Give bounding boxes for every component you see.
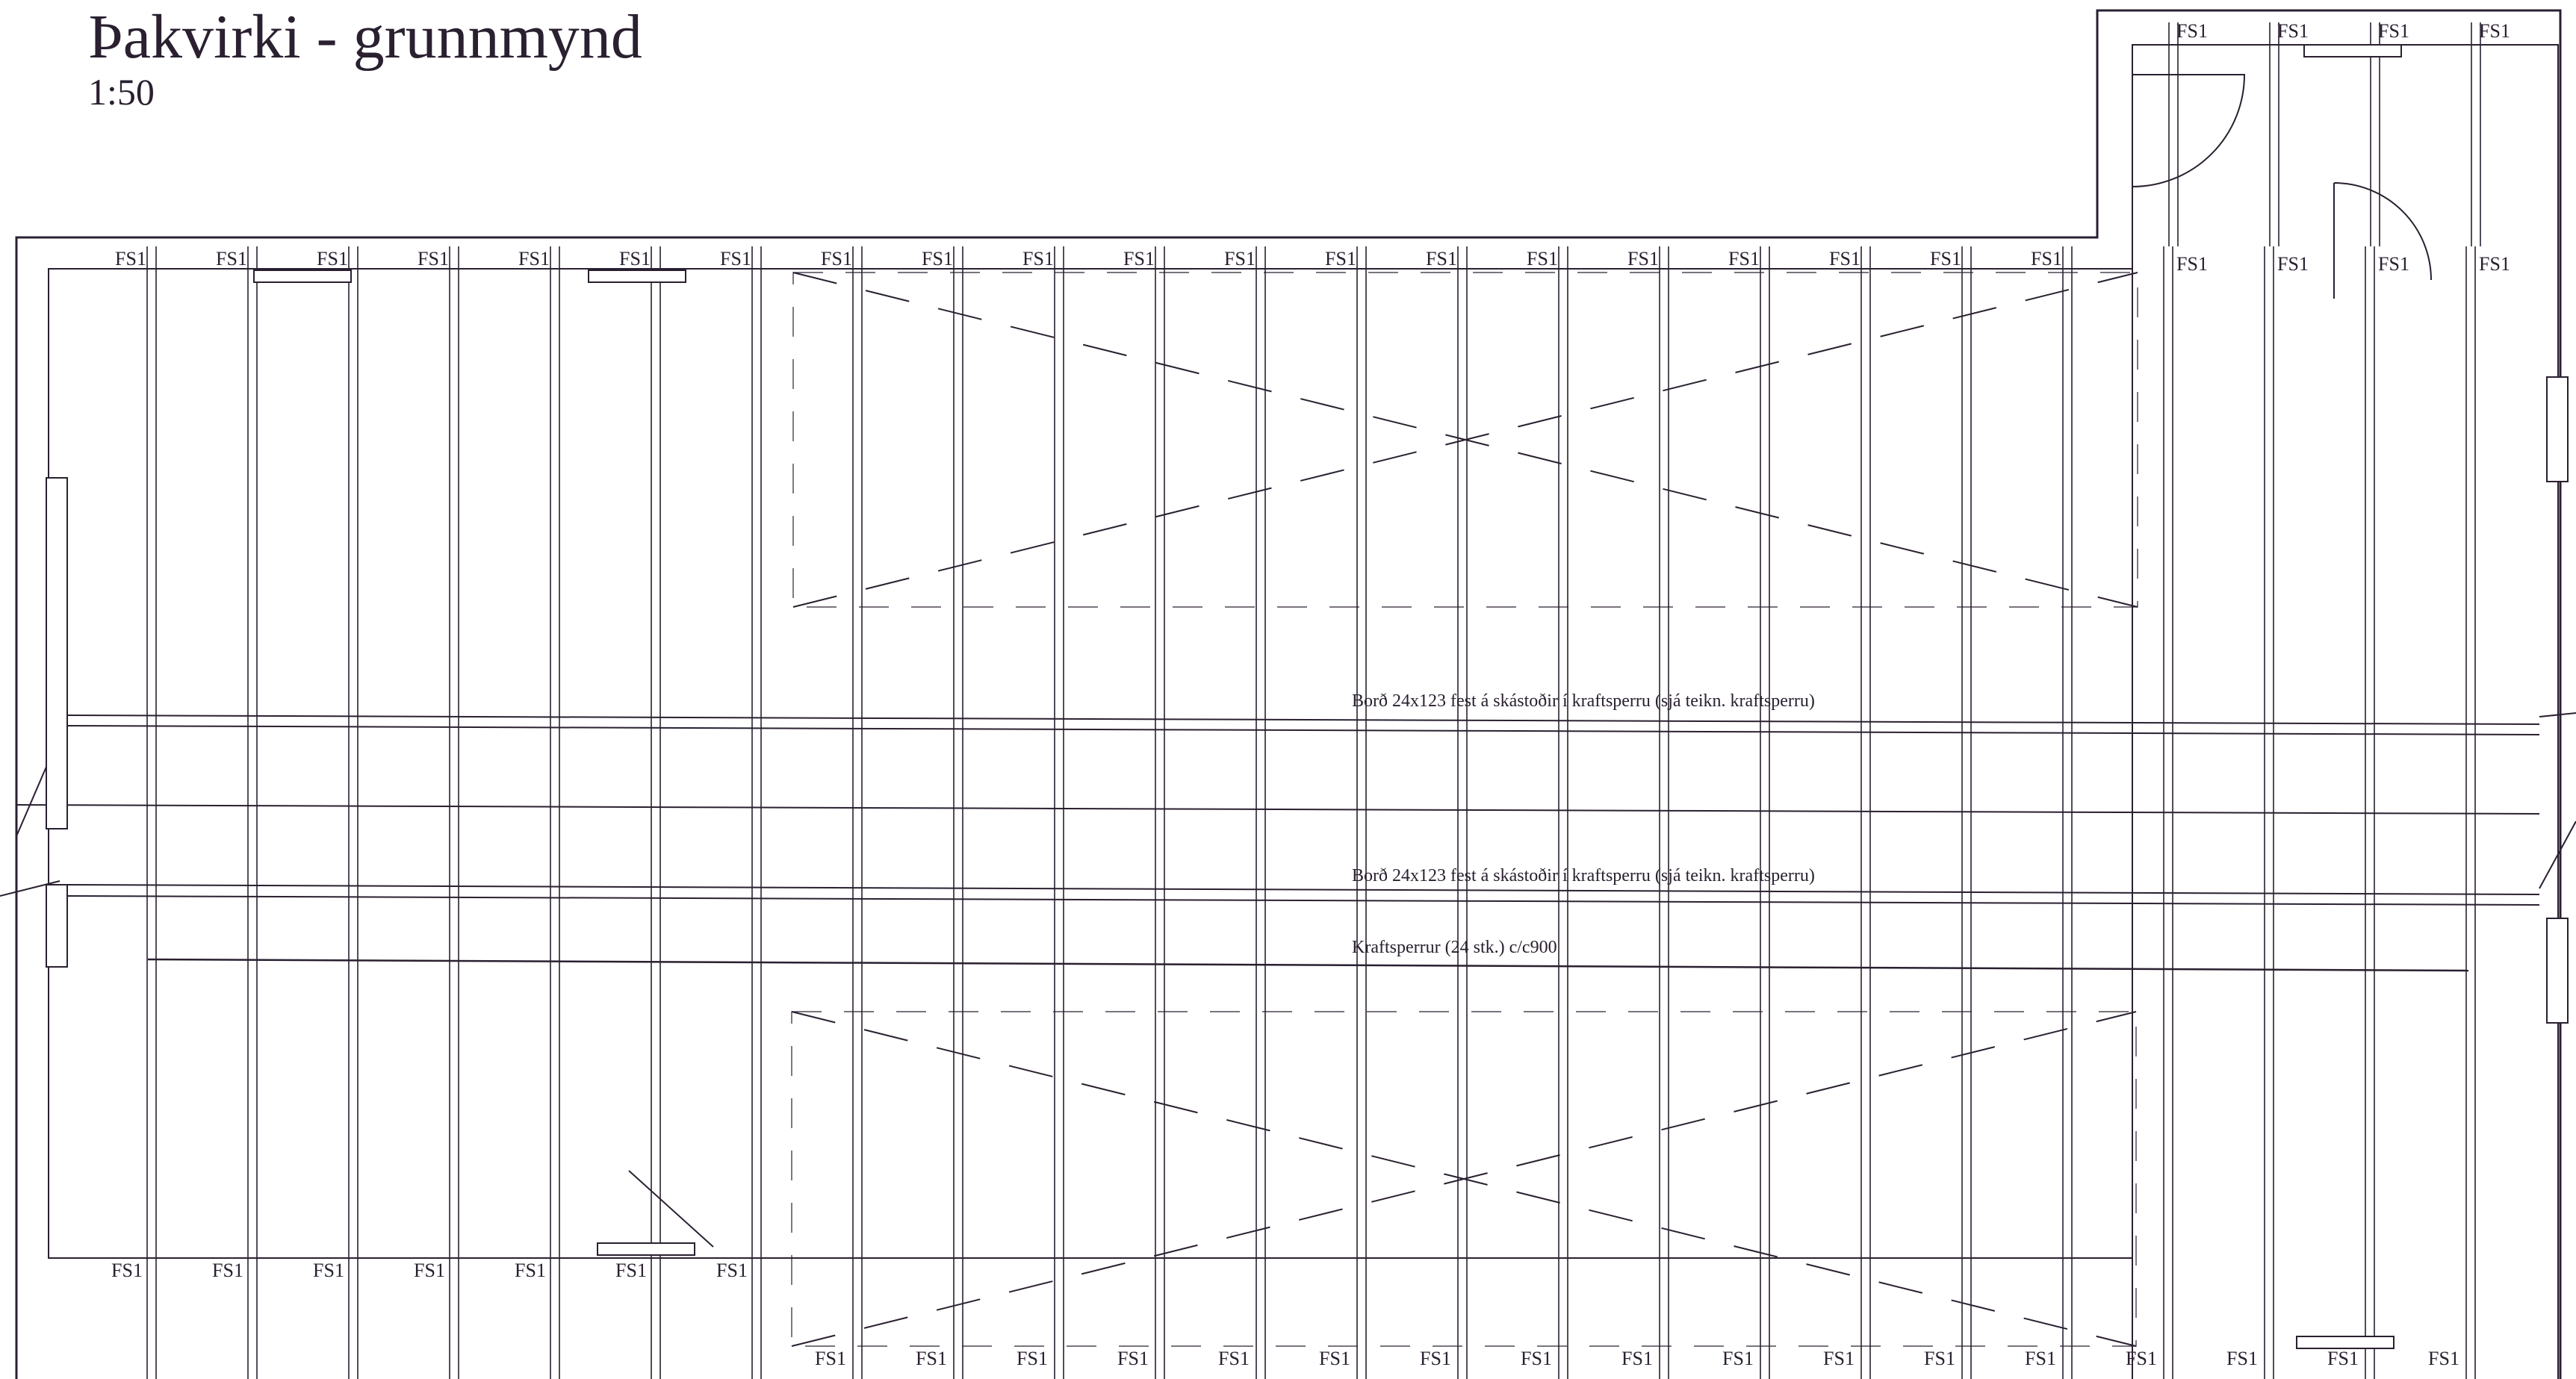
fs1-label: FS1 [515, 1260, 546, 1281]
door-swings [2132, 74, 2432, 299]
fs1-label: FS1 [2378, 253, 2409, 275]
fs1-label: FS1 [1829, 248, 1860, 270]
fs1-label: FS1 [1823, 1348, 1855, 1369]
fs1-label: FS1 [1325, 248, 1356, 270]
fs1-label: FS1 [2428, 1348, 2459, 1369]
annotation-texts: Borð 24x123 fest á skástoðir í kraftsper… [1352, 691, 1815, 957]
fs1-label: FS1 [2277, 20, 2309, 42]
board-note-bottom: Borð 24x123 fest á skástoðir í kraftsper… [1352, 866, 1815, 885]
fs1-label: FS1 [2126, 1348, 2157, 1369]
fs1-label: FS1 [1426, 248, 1457, 270]
fs1-label: FS1 [922, 248, 953, 270]
roof-opening-braces [791, 272, 2138, 1347]
fs1-label: FS1 [115, 248, 146, 270]
fs1-label: FS1 [2277, 253, 2309, 275]
drawing-title: Þakvirki - grunnmynd [88, 2, 642, 72]
board-note-top: Borð 24x123 fest á skástoðir í kraftsper… [1352, 691, 1815, 711]
fs1-label: FS1 [1319, 1348, 1350, 1369]
drawing-scale: 1:50 [88, 71, 155, 113]
truss-note: Kraftsperrur (24 stk.) c/c900 [1352, 938, 1557, 957]
fs1-label: FS1 [1627, 248, 1659, 270]
fs1-label: FS1 [216, 248, 247, 270]
fs1-label: FS1 [720, 248, 751, 270]
fs1-label: FS1 [1123, 248, 1155, 270]
truss-lines [146, 22, 2481, 1379]
fs1-label: FS1 [2025, 1348, 2056, 1369]
fs1-labels: FS1 FS1 FS1 FS1 FS1 FS1 FS1 FS1 FS1 FS1 FS1 FS1 FS1 F… [111, 20, 2510, 1369]
fs1-label: FS1 [1224, 248, 1256, 270]
fs1-label: FS1 [2378, 20, 2409, 42]
fs1-label: FS1 [2031, 248, 2062, 270]
fs1-label: FS1 [1621, 1348, 1653, 1369]
fs1-label: FS1 [2479, 253, 2510, 275]
fs1-label: FS1 [2226, 1348, 2258, 1369]
fs1-label: FS1 [2327, 1348, 2359, 1369]
fs1-label: FS1 [418, 248, 449, 270]
fs1-label: FS1 [615, 1260, 647, 1281]
fs1-label: FS1 [916, 1348, 947, 1369]
fs1-label: FS1 [1022, 248, 1054, 270]
fs1-label: FS1 [518, 248, 550, 270]
fs1-label: FS1 [1521, 1348, 1552, 1369]
fs1-label: FS1 [313, 1260, 344, 1281]
fs1-label: FS1 [619, 248, 651, 270]
fs1-label: FS1 [821, 248, 852, 270]
fs1-label: FS1 [1722, 1348, 1754, 1369]
window-symbols [46, 44, 2569, 1349]
fs1-label: FS1 [1930, 248, 1961, 270]
fs1-label: FS1 [2176, 253, 2208, 275]
fs1-label: FS1 [815, 1348, 846, 1369]
fs1-label: FS1 [2479, 20, 2510, 42]
fs1-label: FS1 [2176, 20, 2208, 42]
fs1-label: FS1 [1017, 1348, 1048, 1369]
fs1-label: FS1 [111, 1260, 143, 1281]
building-outline [15, 9, 2562, 1379]
fs1-label: FS1 [414, 1260, 445, 1281]
fs1-label: FS1 [1924, 1348, 1955, 1369]
board-lines [0, 712, 2576, 972]
fs1-label: FS1 [1420, 1348, 1451, 1369]
fs1-label: FS1 [1218, 1348, 1250, 1369]
fs1-label: FS1 [1117, 1348, 1149, 1369]
fs1-label: FS1 [1527, 248, 1558, 270]
fs1-label: FS1 [212, 1260, 243, 1281]
fs1-label: FS1 [317, 248, 348, 270]
fs1-label: FS1 [1728, 248, 1760, 270]
fs1-label: FS1 [716, 1260, 748, 1281]
